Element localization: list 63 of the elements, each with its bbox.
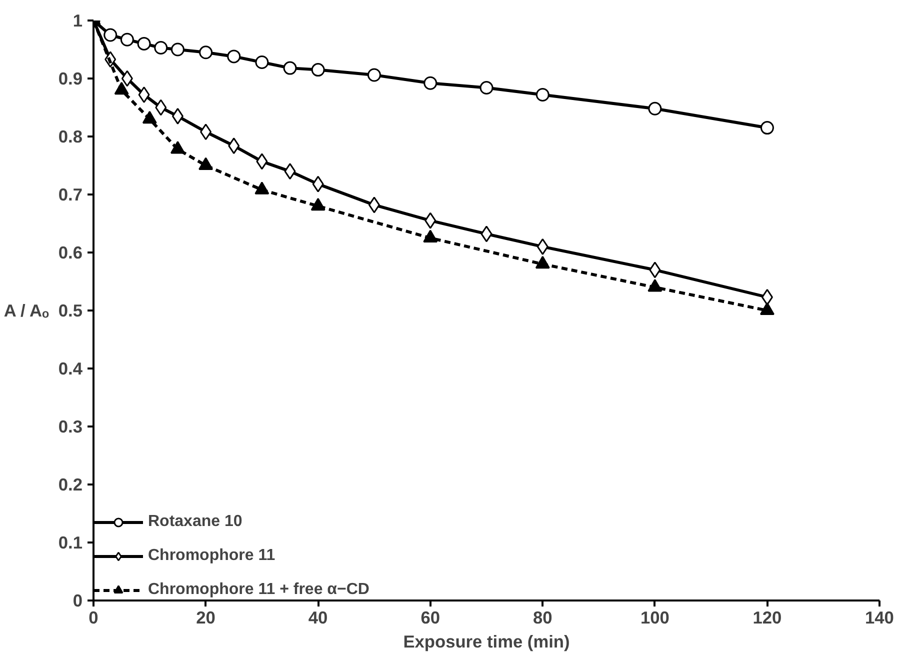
point [200,124,212,140]
x-tick-label: 100 [640,608,670,628]
x-axis-title: Exposure time (min) [403,632,570,652]
point [761,288,773,306]
point [256,153,268,170]
point [648,279,662,292]
point [535,256,550,269]
point [283,61,297,75]
point [649,262,661,278]
point [172,108,184,124]
point [648,102,662,116]
y-tick-label: 0 [72,590,83,610]
point [199,46,213,60]
y-tick-label: 1 [72,10,83,30]
x-tick-label: 60 [420,608,440,628]
legend-label: Chromophore 11 [148,547,276,565]
x-tick-label: 0 [88,608,98,628]
y-tick-label: 0.9 [58,68,83,88]
x-tick-label: 80 [533,608,552,628]
point [137,36,151,50]
y-tick-label: 0.5 [58,300,83,320]
point [480,226,492,242]
point [170,42,184,56]
point [138,86,150,103]
x-tick-label: 120 [752,608,782,628]
point [198,157,214,170]
point [760,121,774,135]
y-tick-label: 0.1 [58,532,83,552]
point [536,88,550,102]
point [254,182,270,194]
y-tick-label: 0.4 [58,358,83,378]
point [310,198,326,211]
point [154,41,168,54]
y-tick-label: 0.7 [58,184,83,204]
y-tick-label: 0.8 [58,126,83,146]
y-tick-label: 0.2 [58,474,83,494]
point [368,196,380,214]
point [104,28,118,42]
y-tick-label: 0.3 [58,416,83,436]
point [228,138,240,154]
point [284,163,296,180]
point [311,63,325,77]
x-tick-label: 40 [308,608,328,628]
point [227,50,241,64]
point [170,141,185,154]
point [480,81,494,95]
point [121,70,133,87]
legend-label: Chromophore 11 + free α−CD [148,581,370,599]
point [424,76,438,90]
point [255,56,269,69]
x-tick-label: 140 [865,608,894,628]
point [760,302,774,316]
point [367,68,381,82]
point [120,32,134,46]
point [155,99,167,116]
x-tick-label: 20 [196,608,216,628]
point [312,176,324,192]
legend-label: Rotaxane 10 [148,513,242,531]
point [424,212,436,229]
point [423,230,438,243]
y-axis-title: A / Aₒ [4,300,50,320]
point [536,238,548,255]
y-tick-label: 0.6 [58,242,83,262]
